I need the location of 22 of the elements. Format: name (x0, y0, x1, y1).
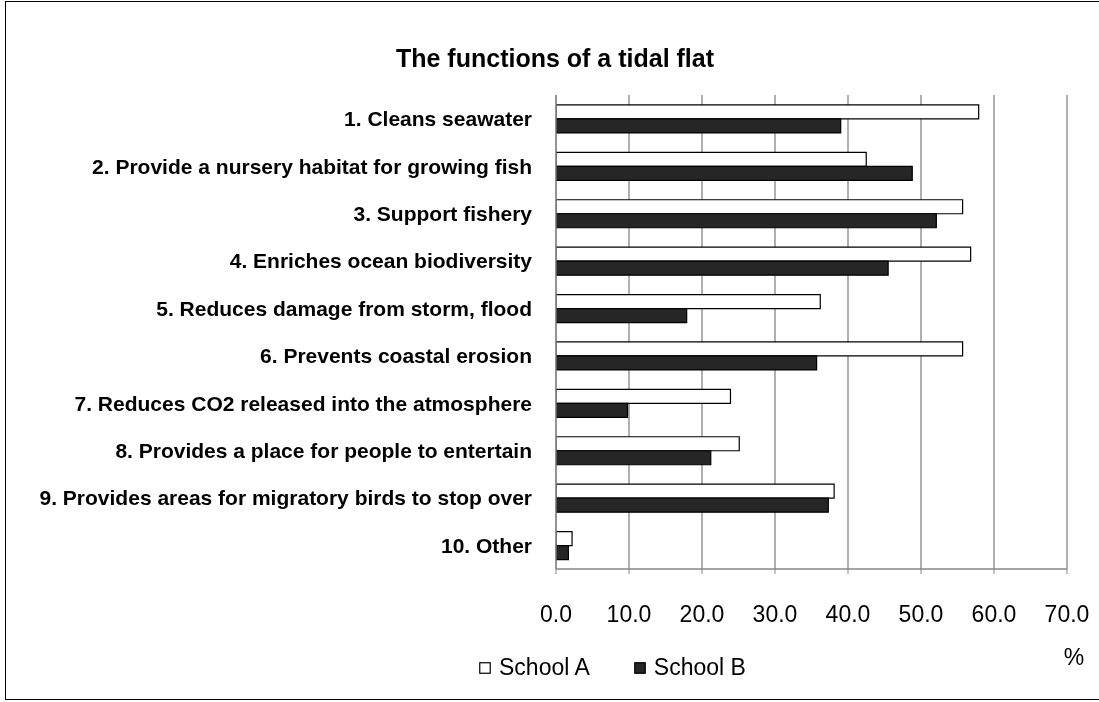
x-tick-label: 40.0 (825, 601, 871, 628)
y-tick-label: 4. Enriches ocean biodiversity (229, 249, 533, 273)
y-tick-label: 3. Support fishery (353, 201, 533, 225)
legend-label: School B (653, 654, 746, 681)
x-tick-label: 30.0 (752, 601, 798, 628)
chart-title: The functions of a tidal flat (394, 44, 716, 73)
y-tick-label: 7. Reduces CO2 released into the atmosphere (74, 391, 532, 415)
y-tick-label: 5. Reduces damage from storm, flood (156, 296, 532, 320)
x-tick-label: 0.0 (540, 601, 572, 628)
y-tick-label: 2. Provide a nursery habitat for growing fish (92, 154, 532, 178)
y-tick-label: 1. Cleans seawater (344, 107, 532, 131)
x-tick-label: 70.0 (1044, 601, 1090, 628)
y-tick-label: 6. Prevents coastal erosion (260, 344, 532, 368)
y-tick-label: 8. Provides a place for people to entertain (115, 438, 532, 462)
legend-label: School A (499, 654, 590, 681)
x-tick-label: 20.0 (679, 601, 725, 628)
y-tick-label: 10. Other (440, 533, 532, 557)
x-axis-title: % (1063, 644, 1085, 670)
y-tick-label: 9. Provides areas for migratory birds to stop over (39, 486, 532, 510)
x-tick-label: 60.0 (971, 601, 1017, 628)
x-tick-label: 50.0 (898, 601, 944, 628)
x-tick-label: 10.0 (606, 601, 652, 628)
